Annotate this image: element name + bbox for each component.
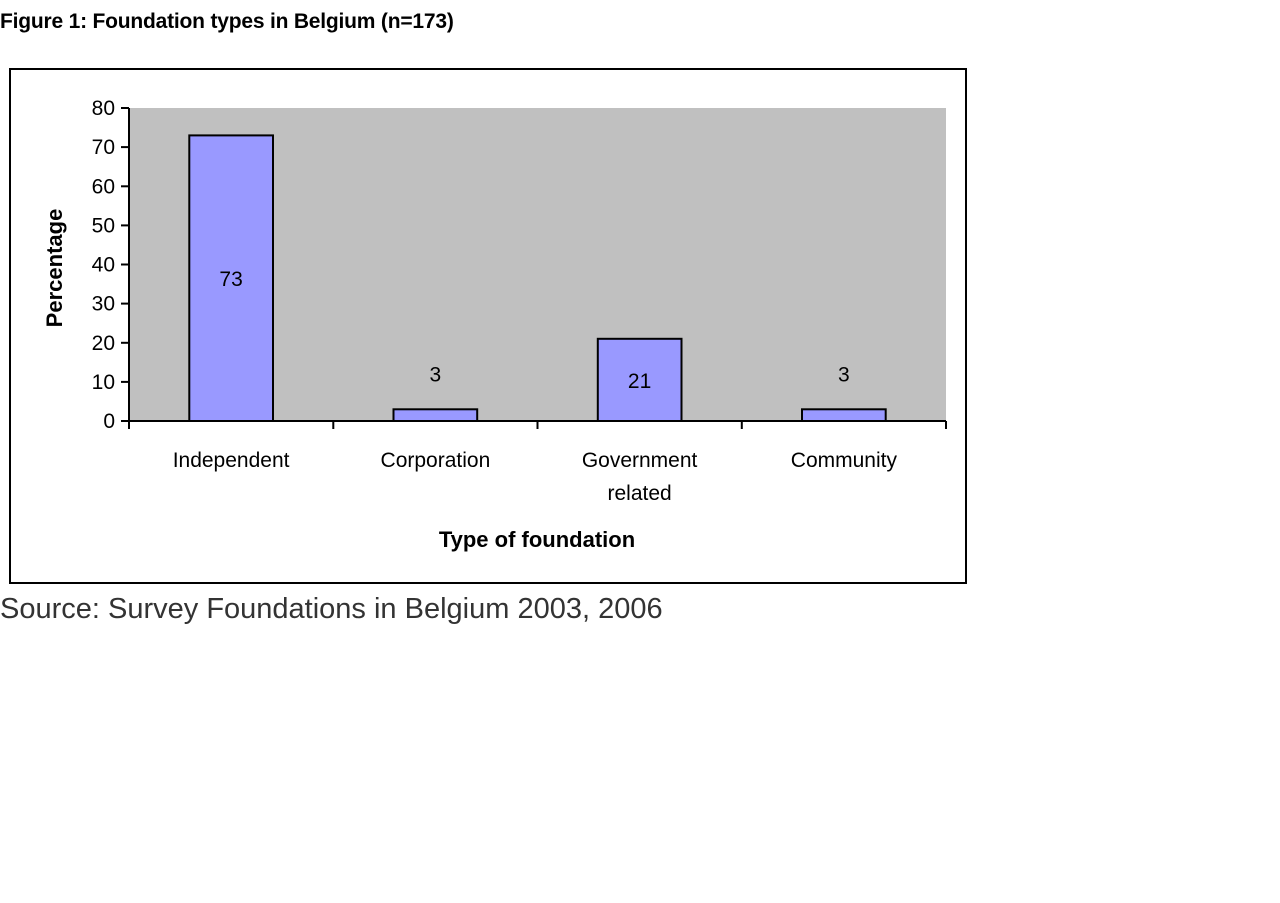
- bars-layer: [188, 134, 887, 422]
- y-tick-label-3: 30: [92, 293, 115, 316]
- figure-title: Figure 1: Foundation types in Belgium (n…: [0, 10, 454, 33]
- data-label-2: 21: [628, 370, 651, 393]
- y-tick-label-2: 20: [92, 332, 115, 355]
- source-note: Source: Survey Foundations in Belgium 20…: [0, 593, 663, 625]
- y-tick-label-1: 10: [92, 371, 115, 394]
- bar-1: [392, 408, 479, 422]
- category-label-1: Corporation: [381, 449, 491, 472]
- bar-3: [801, 408, 887, 422]
- data-label-1: 3: [430, 363, 442, 386]
- y-axis-title: Percentage: [42, 209, 67, 328]
- y-tick-label-8: 80: [92, 97, 115, 120]
- category-label-2: Government related: [582, 449, 698, 505]
- y-tick-label-5: 50: [92, 214, 115, 237]
- category-label-0: Independent: [173, 449, 290, 472]
- bar-2: [596, 337, 683, 422]
- data-label-0: 73: [219, 268, 242, 291]
- data-label-3: 3: [838, 363, 850, 386]
- axes-layer: [121, 107, 947, 429]
- y-tick-label-4: 40: [92, 254, 115, 277]
- y-tick-label-7: 70: [92, 136, 115, 159]
- category-label-3: Community: [791, 449, 898, 472]
- y-tick-label-0: 0: [103, 410, 115, 433]
- y-tick-label-6: 60: [92, 175, 115, 198]
- x-axis-title: Type of foundation: [439, 527, 635, 552]
- bar-0: [188, 134, 274, 422]
